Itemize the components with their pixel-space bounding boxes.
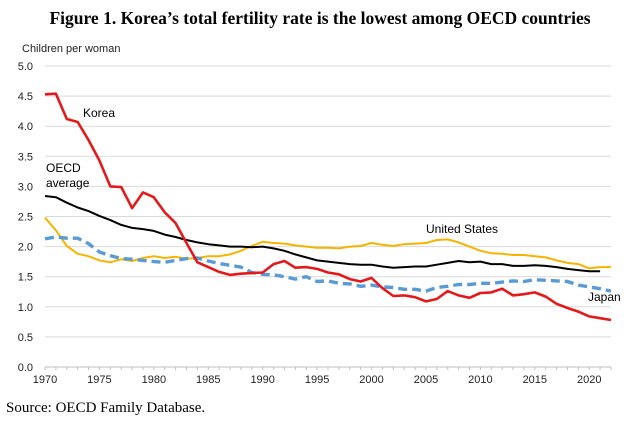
x-tick-label: 1975 xyxy=(87,374,111,386)
y-tick-label: 3.5 xyxy=(18,151,33,163)
series-label: Japan xyxy=(588,290,621,304)
series-line-oecd-average xyxy=(44,195,601,273)
source-note: Source: OECD Family Database. xyxy=(6,400,206,416)
series-line-japan xyxy=(44,235,612,293)
gridlines xyxy=(45,65,611,338)
y-tick-label: 0.5 xyxy=(18,332,33,344)
x-tick-label: 2015 xyxy=(523,374,547,386)
x-tick-label: 2000 xyxy=(359,374,383,386)
x-tick-label: 1995 xyxy=(305,374,329,386)
series-label: United States xyxy=(426,222,498,236)
y-tick-label: 1.0 xyxy=(18,302,33,314)
chart-title: Figure 1. Korea’s total fertility rate i… xyxy=(49,8,591,28)
y-tick-label: 4.5 xyxy=(18,91,33,103)
y-tick-labels: 0.0 0.5 1.0 1.5 2.0 2.5 3.0 3.5 4.0 4.5 5.0 xyxy=(18,61,33,374)
x-tick-label: 2010 xyxy=(468,374,492,386)
y-tick-label: 3.0 xyxy=(18,181,33,193)
series-label: Korea xyxy=(83,106,115,120)
y-axis-label: Children per woman xyxy=(22,43,120,55)
x-tick-label: 2005 xyxy=(414,374,438,386)
x-tick-label: 2020 xyxy=(577,374,601,386)
series-label: OECD xyxy=(46,161,81,175)
x-tick-label: 1985 xyxy=(196,374,220,386)
x-tick-labels: 1970 1975 1980 1985 1990 1995 2000 2005 2010 2015… xyxy=(33,374,602,386)
y-tick-label: 5.0 xyxy=(18,61,33,73)
y-tick-label: 2.5 xyxy=(18,212,33,224)
series-line-korea xyxy=(44,92,612,322)
y-tick-label: 0.0 xyxy=(18,362,33,374)
x-tick-label: 1980 xyxy=(142,374,166,386)
series-label: average xyxy=(46,176,90,190)
y-tick-label: 4.0 xyxy=(18,121,33,133)
x-tick-label: 1970 xyxy=(33,374,57,386)
series-lines xyxy=(44,92,612,322)
y-tick-label: 2.0 xyxy=(18,242,33,254)
axes xyxy=(44,366,612,370)
y-tick-label: 1.5 xyxy=(18,272,33,284)
x-tick-label: 1990 xyxy=(250,374,274,386)
